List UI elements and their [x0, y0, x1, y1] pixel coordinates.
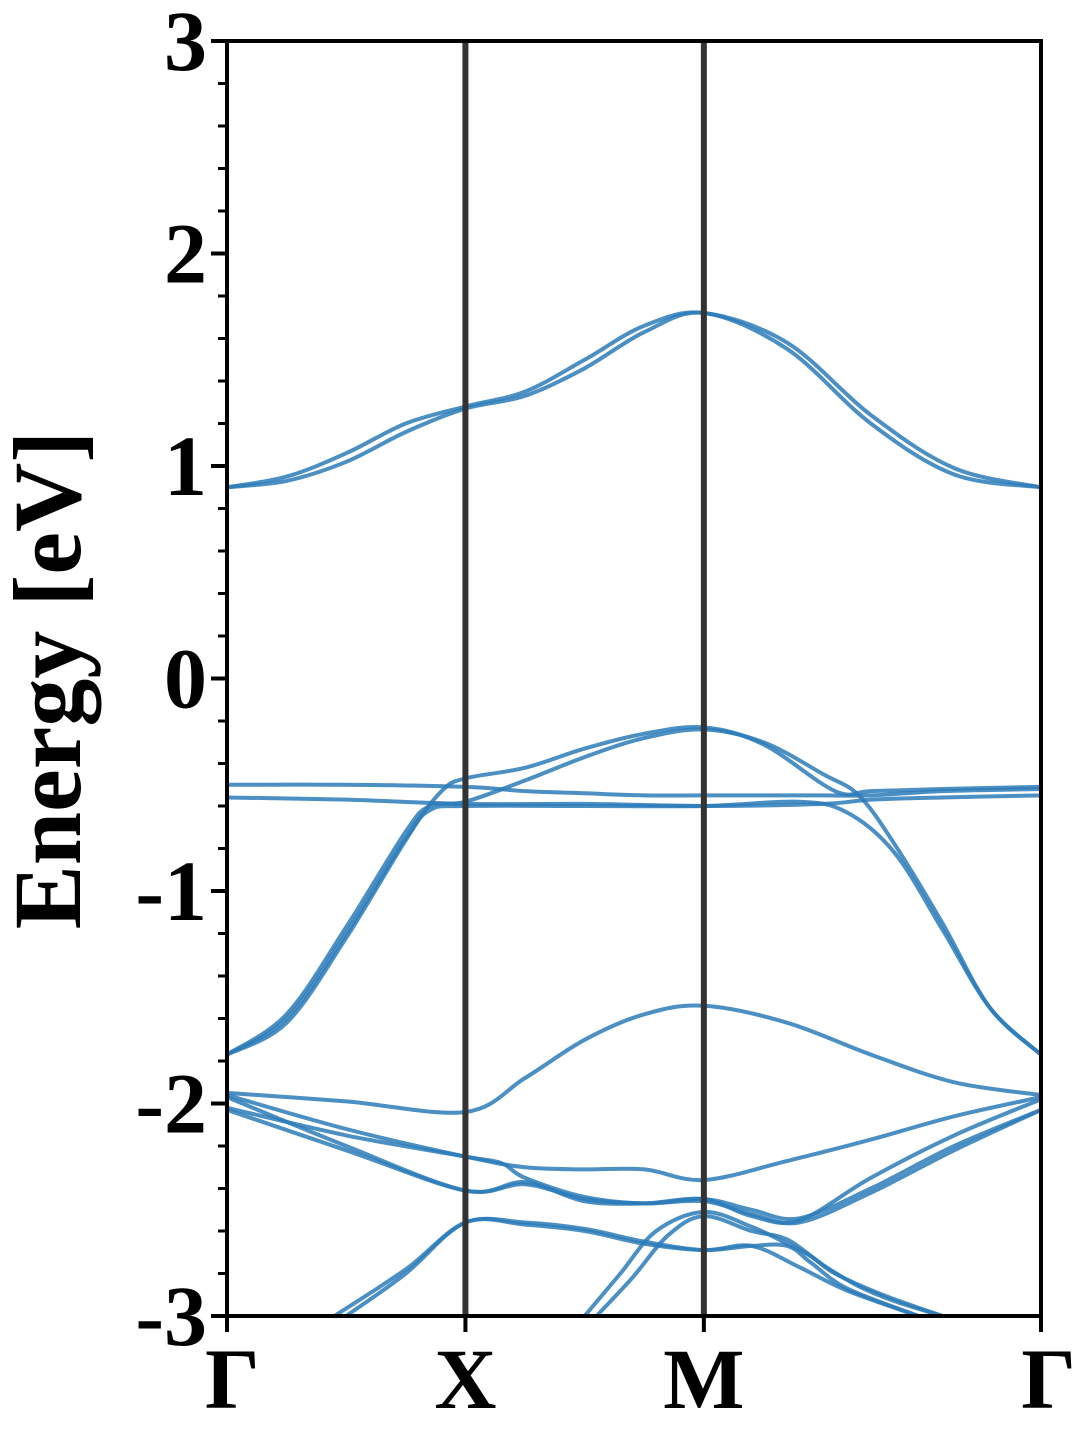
y-tick-label: -3 — [135, 1268, 207, 1364]
plot-frame — [225, 39, 1043, 1318]
x-tick-label: Γ — [205, 1331, 260, 1427]
band-line-12 — [227, 1108, 1041, 1226]
band-line-9 — [227, 1093, 1041, 1183]
band-line-1 — [227, 310, 1041, 490]
band-line-14 — [345, 1217, 920, 1316]
band-line-2 — [227, 310, 1041, 490]
band-line-8 — [227, 1003, 1041, 1115]
band-line-5 — [227, 725, 1041, 1057]
y-tick-label: -1 — [135, 843, 207, 939]
y-tick-label: -2 — [135, 1056, 207, 1152]
band-line-3 — [227, 782, 1041, 798]
band-line-6 — [227, 727, 1041, 1057]
band-line-16 — [595, 1214, 943, 1316]
kpoint-lines-layer — [462, 41, 707, 1316]
y-tick-label: 0 — [164, 631, 207, 727]
band-line-7 — [227, 799, 1041, 1057]
y-tick-label: 3 — [164, 0, 207, 89]
x-tick-label: X — [434, 1331, 496, 1427]
ticks-layer — [211, 39, 1043, 1332]
y-axis-label: Energy [eV] — [0, 431, 101, 930]
y-tick-label: 2 — [164, 206, 207, 302]
x-tick-label: M — [663, 1331, 744, 1427]
bands-layer — [227, 310, 1041, 1316]
y-tick-label: 1 — [164, 418, 207, 514]
x-tick-label: Γ — [1021, 1331, 1076, 1427]
